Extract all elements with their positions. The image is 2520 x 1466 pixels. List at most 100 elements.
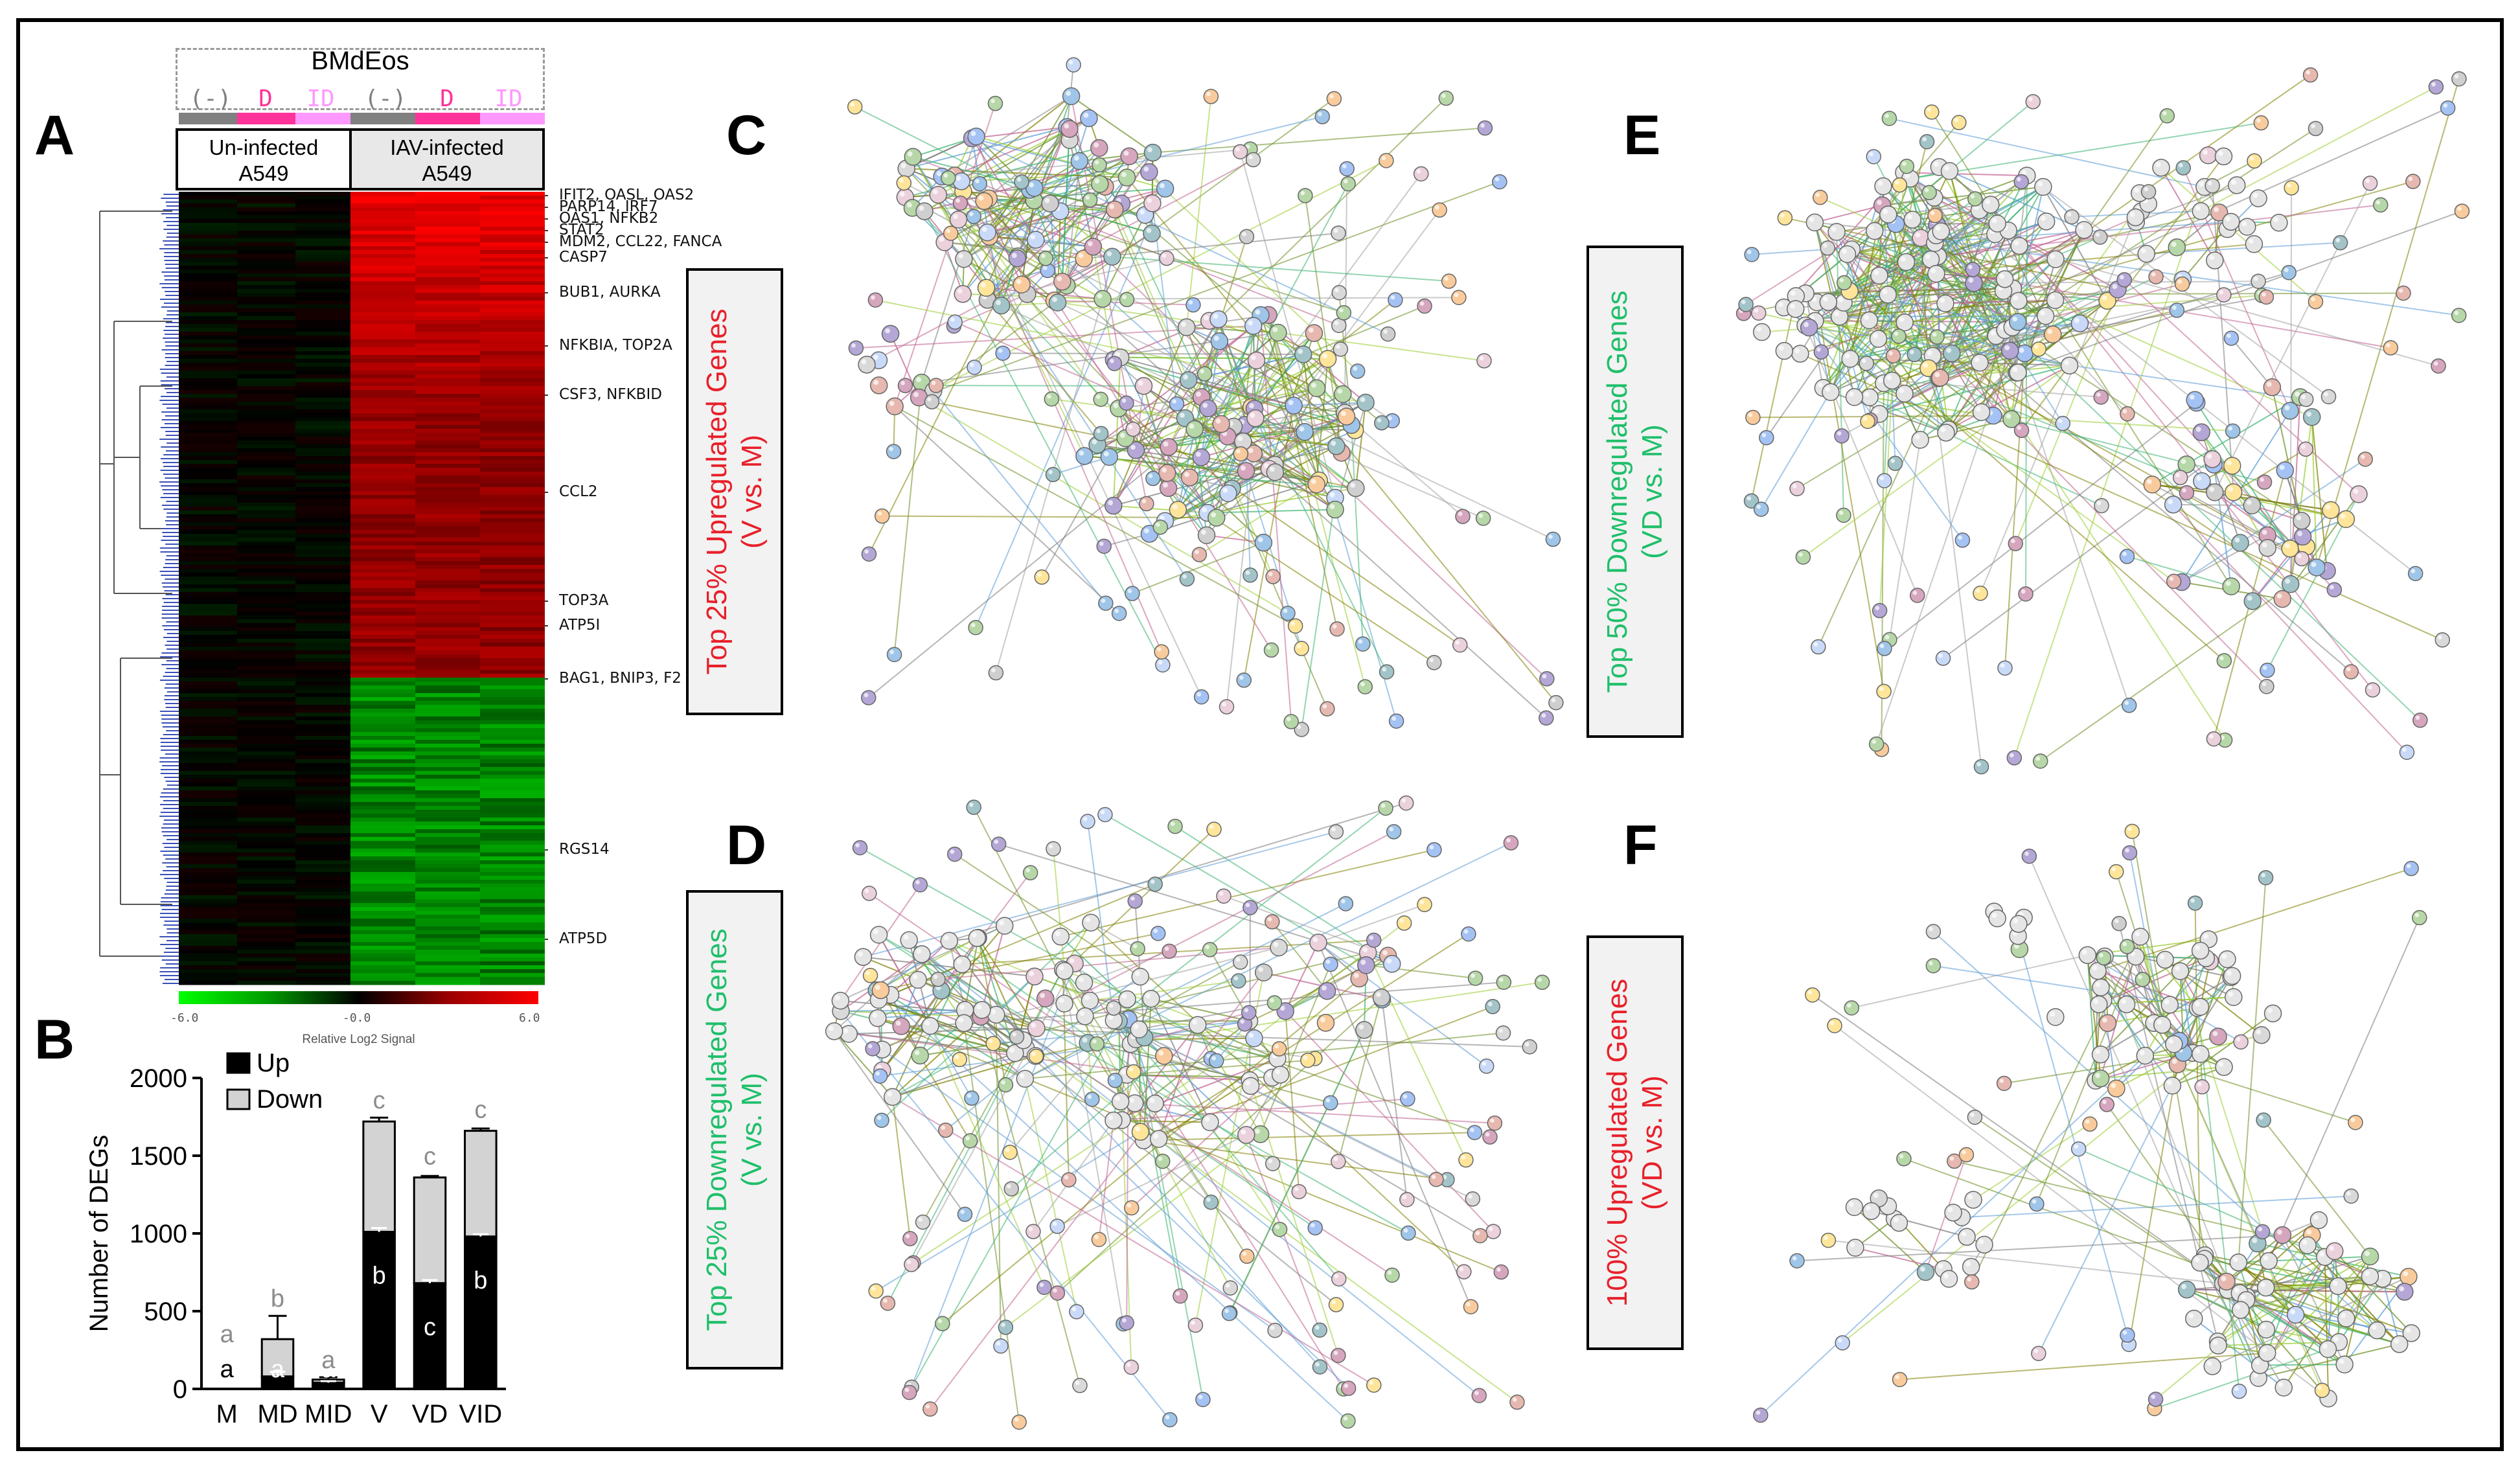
network-f [1753, 823, 2427, 1423]
network-node-highlight [1103, 451, 1109, 457]
heatmap-cell [237, 678, 295, 682]
heatmap-cell [350, 538, 415, 542]
network-node [1298, 188, 1313, 203]
heatmap-cell [480, 573, 545, 577]
heatmap-cell [415, 724, 480, 729]
heatmap-cell [237, 378, 295, 383]
heatmap-cell [237, 969, 295, 974]
heatmap-cell [415, 378, 480, 383]
network-node-highlight [1143, 528, 1149, 534]
heatmap-cell [295, 417, 350, 422]
network-node-highlight [2457, 206, 2462, 211]
network-edge [1294, 402, 1366, 407]
network-node [1753, 501, 1769, 517]
heatmap-cell [480, 790, 545, 795]
network-node-highlight [2162, 111, 2167, 116]
heatmap-cell [295, 763, 350, 768]
heatmap-cell [350, 592, 415, 597]
network-node-highlight [2195, 205, 2201, 211]
network-node-highlight [1884, 113, 1889, 119]
network-node-highlight [1147, 147, 1152, 152]
network-node [1216, 888, 1231, 904]
heatmap-cell [415, 977, 480, 981]
network-node [935, 1316, 950, 1331]
network-node [1075, 973, 1094, 992]
heatmap-cell [350, 907, 415, 911]
heatmap-cell [179, 549, 237, 554]
network-node [1841, 350, 1859, 368]
network-node-highlight [1040, 992, 1046, 998]
network-node-highlight [1930, 211, 1935, 216]
network-node [1093, 426, 1109, 441]
heatmap-cell [415, 448, 480, 453]
heatmap-cell [237, 810, 295, 814]
heatmap-cell [350, 705, 415, 709]
network-node [2308, 293, 2324, 310]
network-edge [880, 940, 950, 991]
heatmap-cell [480, 802, 545, 807]
network-edge [1812, 994, 2247, 1301]
network-node-highlight [2013, 240, 2019, 246]
network-node-highlight [1999, 1079, 2004, 1083]
network-node [852, 840, 868, 856]
network-edge [1079, 152, 1153, 162]
network-node [1237, 1126, 1255, 1144]
network-node [2365, 682, 2381, 698]
panel-label-e: E [1623, 104, 1661, 166]
network-edge [1152, 127, 1485, 154]
network-node-highlight [2260, 1323, 2266, 1329]
network-node [2281, 402, 2299, 420]
network-node [1155, 1047, 1173, 1065]
heatmap-cell [237, 872, 295, 876]
network-node-highlight [2311, 297, 2315, 302]
network-node-highlight [2284, 405, 2290, 411]
heatmap-cell [415, 542, 480, 546]
heatmap-cell [295, 577, 350, 581]
gene-label: TOP3A [559, 592, 609, 609]
network-edge [2197, 1007, 2240, 1392]
heatmap-cell [415, 775, 480, 779]
gene-label: IFIT2, OASL, OAS2 [559, 187, 694, 203]
network-edge [840, 1010, 981, 1018]
heatmap-cell [415, 207, 480, 212]
heatmap-cell [295, 724, 350, 729]
heatmap-cell [415, 510, 480, 515]
heatmap-cell [179, 654, 237, 659]
heatmap-cell [480, 678, 545, 682]
heatmap-cell [480, 849, 545, 853]
network-node [2046, 1008, 2065, 1026]
heatmap-cell [237, 705, 295, 709]
heatmap-cell [480, 320, 545, 325]
network-node-highlight [1211, 512, 1217, 518]
network-node-highlight [989, 1038, 993, 1044]
network-node-highlight [2263, 1255, 2269, 1261]
heatmap-cell [350, 596, 415, 601]
heatmap-cell [179, 289, 237, 293]
network-node [2010, 236, 2028, 255]
heatmap-cell [295, 592, 350, 597]
network-node-highlight [1213, 336, 1219, 341]
network-node [1265, 569, 1281, 584]
heatmap-cell [179, 596, 237, 601]
network-node-highlight [1496, 1267, 1501, 1272]
network-node-highlight [932, 189, 938, 194]
heatmap-cell [415, 534, 480, 538]
heatmap-cell [237, 588, 295, 593]
network-node-highlight [1195, 452, 1201, 457]
network-node-highlight [1794, 348, 1800, 354]
network-node [1162, 1412, 1178, 1428]
heatmap-cell [480, 977, 545, 981]
heatmap-cell [480, 507, 545, 511]
heatmap-cell [295, 316, 350, 321]
network-node-highlight [850, 102, 855, 107]
network-node [972, 176, 988, 192]
network-node [2348, 1114, 2363, 1130]
heatmap-cell [480, 845, 545, 849]
network-node [2399, 744, 2415, 760]
network-node-highlight [1882, 289, 1888, 295]
heatmap-cell [415, 600, 480, 604]
network-node [991, 836, 1007, 852]
network-node [1201, 1113, 1219, 1132]
x-tick-label: MD [257, 1400, 297, 1428]
bar-down [260, 1338, 295, 1378]
